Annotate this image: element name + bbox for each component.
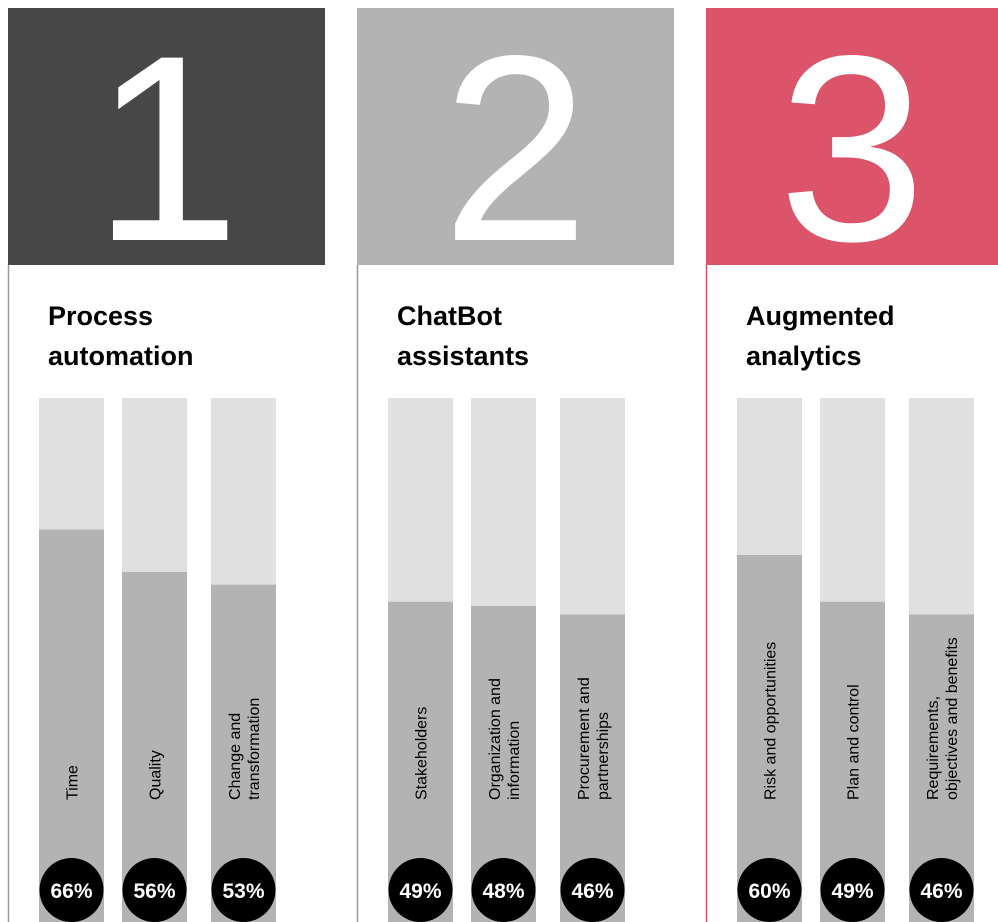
- panel-number: 1: [93, 1, 240, 297]
- panel-title: assistants: [397, 341, 529, 371]
- bar-label: Requirements,: [925, 696, 942, 800]
- value-badge: [909, 858, 974, 922]
- value-label: 46%: [571, 880, 613, 903]
- bar-label: Quality: [148, 750, 165, 800]
- bar-label: transformation: [246, 698, 263, 800]
- panel-header: [8, 8, 325, 265]
- panel-title: Augmented: [746, 301, 895, 331]
- bar-label: partnerships: [595, 712, 612, 800]
- bar-label: information: [506, 721, 523, 800]
- bar-label: Risk and opportunities: [763, 642, 780, 800]
- panel-title: analytics: [746, 341, 862, 371]
- value-badge: [388, 858, 453, 922]
- bar-label: Stakeholders: [414, 707, 431, 800]
- value-label: 49%: [399, 880, 441, 903]
- value-label: 60%: [748, 880, 790, 903]
- value-badge: [471, 858, 536, 922]
- bar-label: Procurement and: [576, 677, 593, 800]
- bar-label: objectives and benefits: [944, 637, 961, 800]
- bar-label: Plan and control: [846, 684, 863, 800]
- value-label: 46%: [920, 880, 962, 903]
- value-label: 66%: [50, 880, 92, 903]
- panel-title: automation: [48, 341, 194, 371]
- bar-label: Organization and: [487, 678, 504, 800]
- value-badge: [122, 858, 187, 922]
- value-badge: [737, 858, 802, 922]
- value-badge: [39, 858, 104, 922]
- panel-number: 3: [778, 1, 925, 297]
- panel-header: [357, 8, 674, 265]
- value-label: 53%: [222, 880, 264, 903]
- bar: [39, 529, 104, 922]
- value-badge: [820, 858, 885, 922]
- value-label: 48%: [482, 880, 524, 903]
- value-label: 56%: [133, 880, 175, 903]
- panel-title: ChatBot: [397, 301, 502, 331]
- panel-header: [706, 8, 998, 265]
- value-badge: [560, 858, 625, 922]
- panel-title: Process: [48, 301, 153, 331]
- bar-label: Time: [65, 765, 82, 800]
- value-label: 49%: [831, 880, 873, 903]
- panel-number: 2: [442, 1, 589, 297]
- bar-label: Change and: [227, 713, 244, 800]
- value-badge: [211, 858, 276, 922]
